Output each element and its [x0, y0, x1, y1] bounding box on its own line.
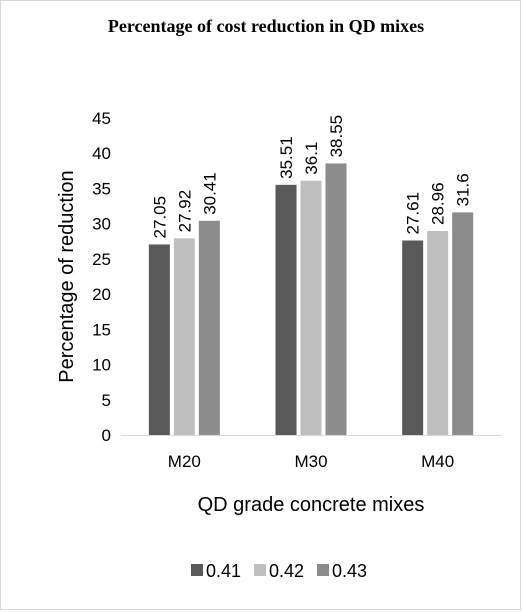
chart-title: Percentage of cost reduction in QD mixes [107, 16, 425, 36]
bar-m40-0-42 [427, 230, 449, 435]
y-tick-label: 10 [92, 356, 111, 375]
legend-swatch [254, 564, 266, 576]
y-tick-label: 35 [92, 179, 111, 198]
bar-m20-0-41 [148, 244, 170, 435]
y-tick-label: 5 [102, 391, 111, 410]
x-tick-label: M30 [294, 452, 327, 471]
data-label: 27.61 [404, 192, 423, 235]
data-label: 31.6 [454, 173, 473, 206]
x-axis-title: QD grade concrete mixes [198, 494, 425, 516]
data-labels: 27.05 27.92 30.41 35.51 36.1 38.55 27.61 28.96 3… [150, 115, 472, 239]
bar-m30-0-43 [325, 163, 347, 436]
x-tick-label: M40 [421, 452, 454, 471]
bar-m30-0-41 [275, 184, 297, 435]
y-tick-label: 45 [92, 109, 111, 128]
data-label: 38.55 [327, 115, 346, 158]
legend: 0.41 0.42 0.43 [191, 561, 367, 581]
y-tick-label: 0 [102, 426, 111, 445]
y-tick-label: 25 [92, 250, 111, 269]
y-tick-label: 20 [92, 285, 111, 304]
legend-label: 0.43 [332, 561, 367, 581]
data-label: 35.51 [277, 136, 296, 179]
legend-swatch [317, 564, 329, 576]
data-label: 27.05 [150, 196, 169, 239]
legend-swatch [191, 564, 203, 576]
y-axis-ticks: 0 5 10 15 20 25 30 35 40 45 [92, 109, 111, 445]
data-label: 30.41 [200, 172, 219, 215]
data-label: 27.92 [175, 190, 194, 233]
y-tick-label: 40 [92, 144, 111, 163]
bar-m20-0-42 [173, 238, 195, 435]
bar-m20-0-43 [198, 220, 220, 435]
bars [148, 163, 474, 436]
legend-label: 0.42 [269, 561, 304, 581]
x-tick-label: M20 [168, 452, 201, 471]
bar-m40-0-41 [402, 240, 424, 435]
bar-m40-0-43 [452, 212, 474, 435]
data-label: 28.96 [429, 182, 448, 225]
y-axis-title: Percentage of reduction [56, 170, 78, 382]
y-tick-label: 15 [92, 320, 111, 339]
y-tick-label: 30 [92, 215, 111, 234]
x-axis-ticks: M20 M30 M40 [168, 452, 454, 471]
data-label: 36.1 [302, 142, 321, 175]
bar-m30-0-42 [300, 180, 322, 435]
legend-label: 0.41 [206, 561, 241, 581]
